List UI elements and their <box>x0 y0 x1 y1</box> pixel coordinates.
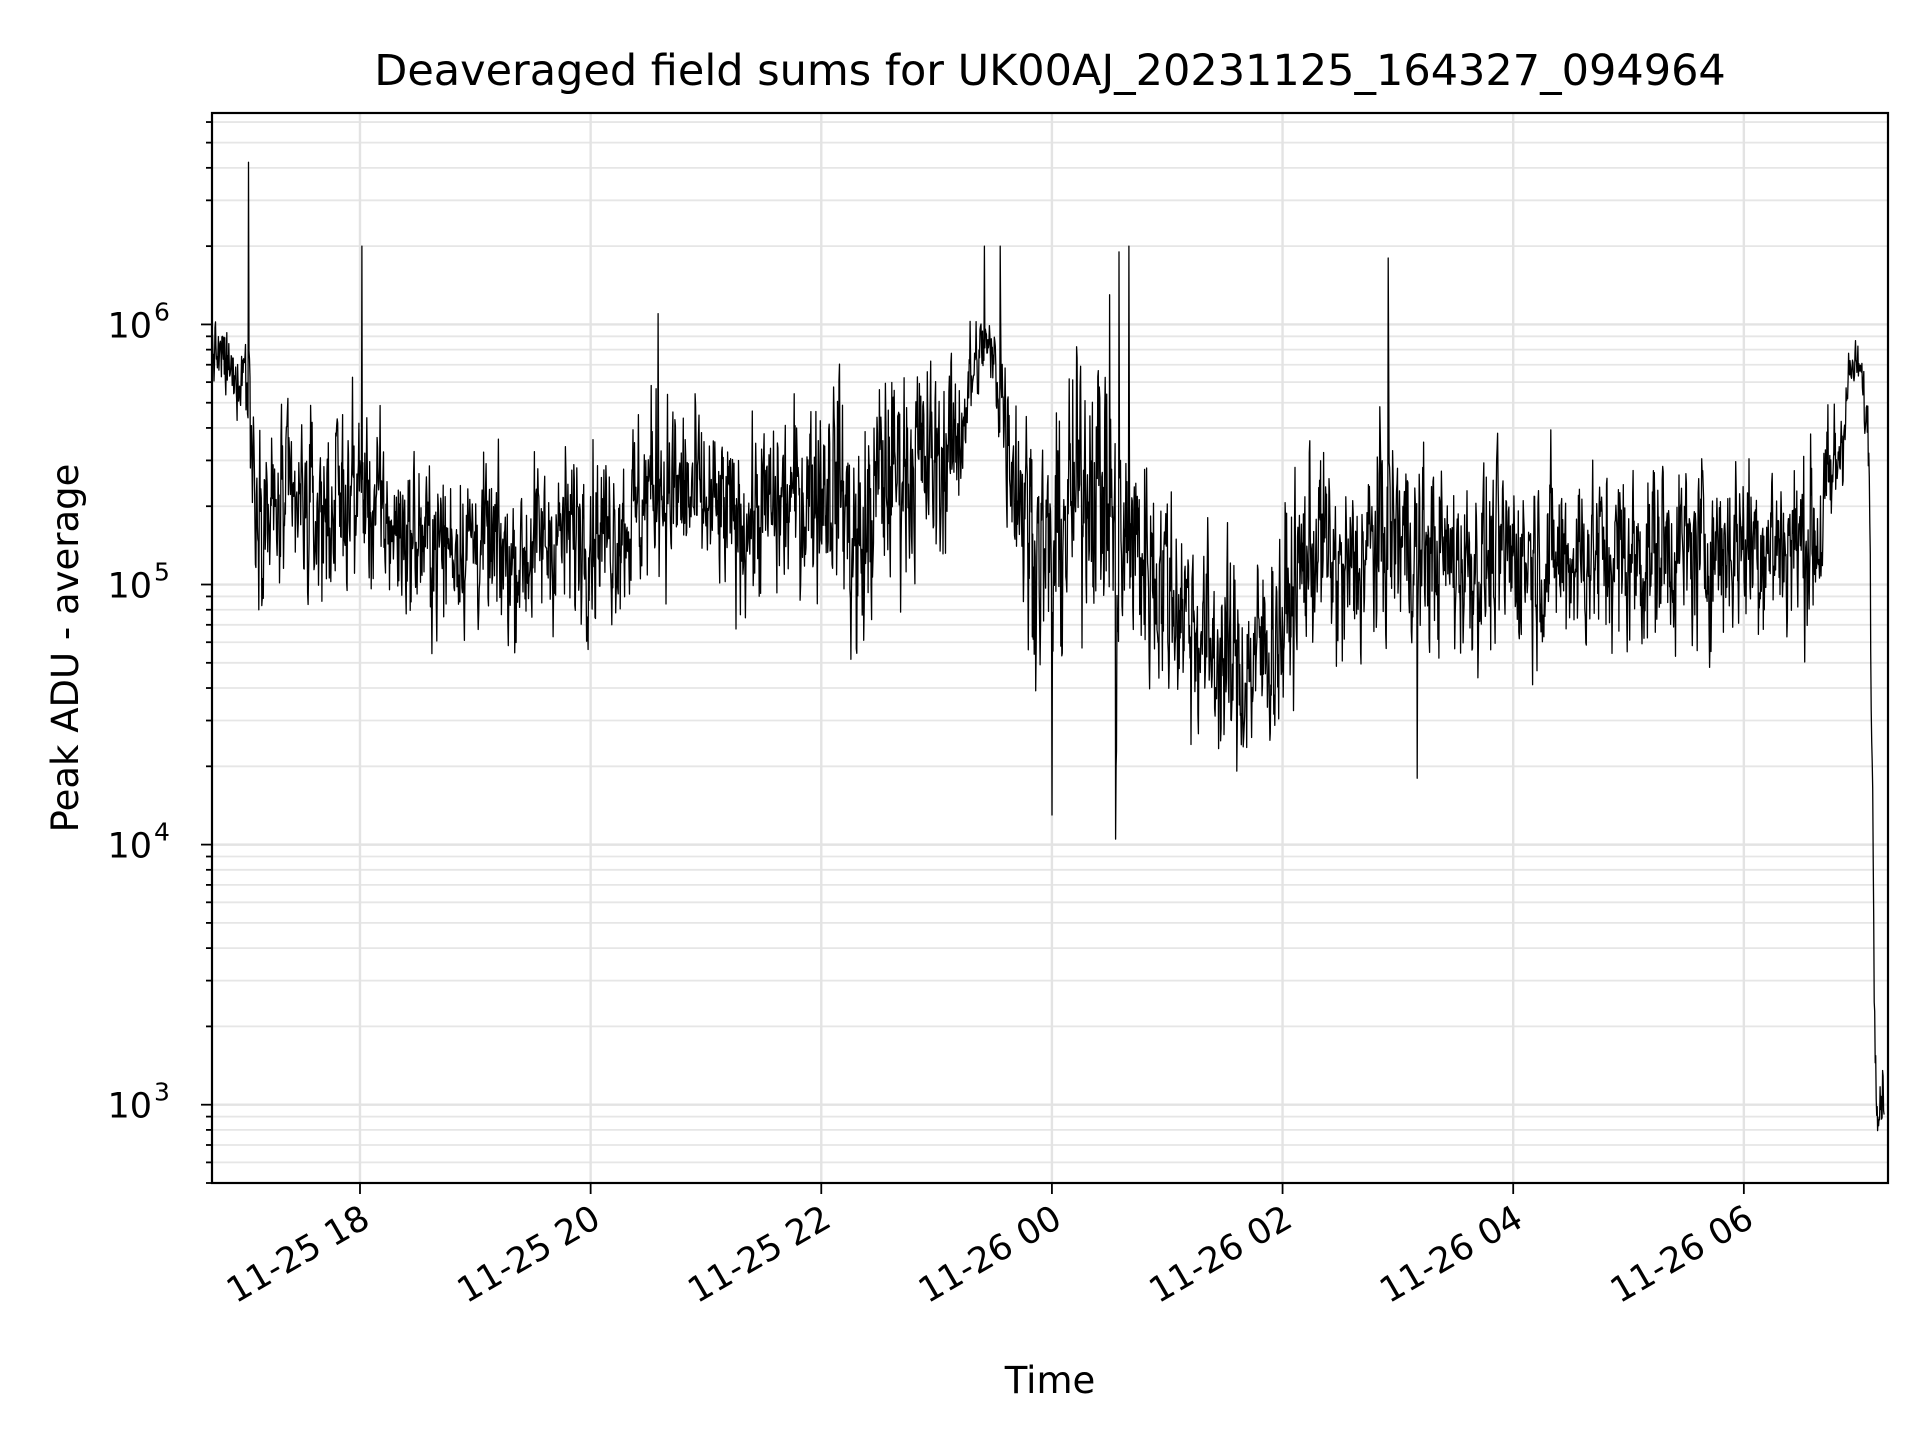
chart-title: Deaveraged field sums for UK00AJ_2023112… <box>374 46 1726 96</box>
y-tick-label-exponent: 5 <box>154 558 170 587</box>
x-tick-label: 11-26 06 <box>1604 1198 1760 1311</box>
x-tick-label: 11-25 18 <box>220 1198 376 1311</box>
y-tick-label: 10 <box>107 567 152 607</box>
y-tick-label-exponent: 4 <box>154 818 170 847</box>
x-tick-label: 11-26 00 <box>912 1198 1068 1311</box>
x-tick-label: 11-26 04 <box>1373 1198 1529 1311</box>
y-tick-label: 10 <box>107 827 152 867</box>
x-axis-label: Time <box>1004 1359 1096 1402</box>
x-tick-label: 11-26 02 <box>1143 1198 1299 1311</box>
series-line <box>211 161 1885 1132</box>
x-tick-label: 11-25 20 <box>451 1198 607 1311</box>
y-axis-label: Peak ADU - average <box>44 464 87 833</box>
y-tick-label: 10 <box>107 306 152 346</box>
y-tick-label-exponent: 6 <box>154 297 170 326</box>
grid <box>212 113 1888 1184</box>
plot-frame <box>210 111 1890 1185</box>
y-tick-label-exponent: 3 <box>154 1078 170 1107</box>
x-tick-label: 11-25 22 <box>681 1198 837 1311</box>
y-tick-label: 10 <box>107 1087 152 1127</box>
